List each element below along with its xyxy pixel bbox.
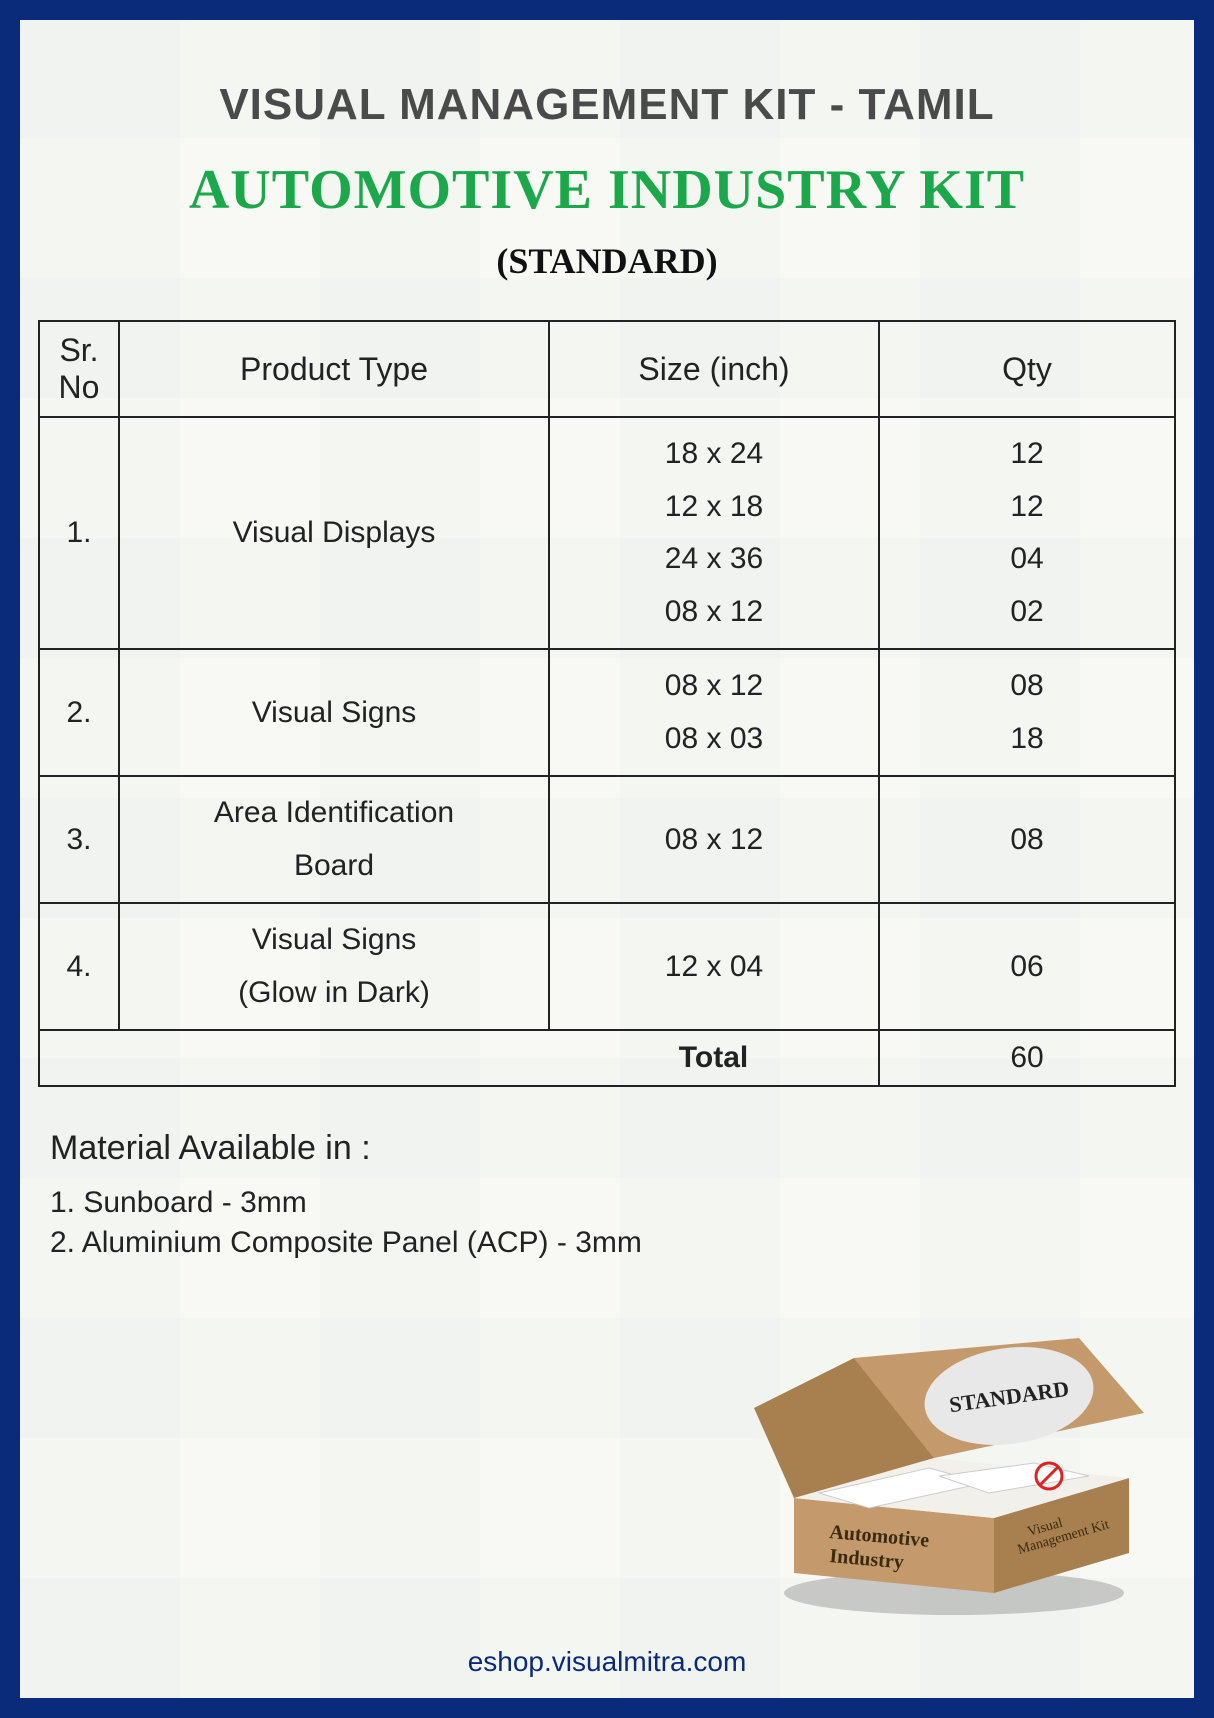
title-line-1: VISUAL MANAGEMENT KIT - TAMIL xyxy=(38,80,1176,130)
cell-type: Area Identification Board xyxy=(119,776,549,903)
table-row: 1. Visual Displays 18 x 24 12 x 18 24 x … xyxy=(39,417,1175,649)
kit-box-svg: STANDARD Automotive Industry Visual Mana… xyxy=(734,1318,1154,1618)
footer-url: eshop.visualmitra.com xyxy=(20,1646,1194,1678)
qty-line: 04 xyxy=(888,533,1166,586)
qty-line: 12 xyxy=(888,428,1166,481)
cell-qty: 06 xyxy=(879,903,1175,1030)
cell-qty: 12 12 04 02 xyxy=(879,417,1175,649)
col-header-qty: Qty xyxy=(879,321,1175,417)
size-line: 08 x 12 xyxy=(558,660,870,713)
qty-line: 18 xyxy=(888,713,1166,766)
materials-item: 2. Aluminium Composite Panel (ACP) - 3mm xyxy=(50,1226,1176,1260)
table-header-row: Sr. No Product Type Size (inch) Qty xyxy=(39,321,1175,417)
qty-line: 12 xyxy=(888,481,1166,534)
cell-size: 12 x 04 xyxy=(549,903,879,1030)
cell-sr: 4. xyxy=(39,903,119,1030)
page-frame: VISUAL MANAGEMENT KIT - TAMIL AUTOMOTIVE… xyxy=(0,0,1214,1718)
kit-table: Sr. No Product Type Size (inch) Qty 1. V… xyxy=(38,320,1176,1087)
cell-size: 08 x 12 xyxy=(549,776,879,903)
total-spacer xyxy=(39,1030,549,1086)
cell-qty: 08 18 xyxy=(879,649,1175,776)
cell-size: 08 x 12 08 x 03 xyxy=(549,649,879,776)
materials-section: Material Available in : 1. Sunboard - 3m… xyxy=(38,1129,1176,1260)
table-total-row: Total 60 xyxy=(39,1030,1175,1086)
qty-line: 08 xyxy=(888,660,1166,713)
col-header-sr: Sr. No xyxy=(39,321,119,417)
size-line: 12 x 18 xyxy=(558,481,870,534)
col-header-size: Size (inch) xyxy=(549,321,879,417)
size-line: 08 x 03 xyxy=(558,713,870,766)
cell-type: Visual Displays xyxy=(119,417,549,649)
total-label: Total xyxy=(549,1030,879,1086)
cell-sr: 1. xyxy=(39,417,119,649)
cell-type: Visual Signs xyxy=(119,649,549,776)
qty-line: 02 xyxy=(888,586,1166,639)
table-row: 4. Visual Signs (Glow in Dark) 12 x 04 0… xyxy=(39,903,1175,1030)
table-row: 2. Visual Signs 08 x 12 08 x 03 08 18 xyxy=(39,649,1175,776)
size-line: 24 x 36 xyxy=(558,533,870,586)
cell-sr: 3. xyxy=(39,776,119,903)
materials-heading: Material Available in : xyxy=(50,1129,1176,1168)
cell-type: Visual Signs (Glow in Dark) xyxy=(119,903,549,1030)
kit-box-illustration: STANDARD Automotive Industry Visual Mana… xyxy=(734,1318,1154,1618)
content: VISUAL MANAGEMENT KIT - TAMIL AUTOMOTIVE… xyxy=(20,20,1194,1260)
cell-qty: 08 xyxy=(879,776,1175,903)
col-header-type: Product Type xyxy=(119,321,549,417)
title-line-3: (STANDARD) xyxy=(38,240,1176,282)
title-line-2: AUTOMOTIVE INDUSTRY KIT xyxy=(38,158,1176,222)
cell-size: 18 x 24 12 x 18 24 x 36 08 x 12 xyxy=(549,417,879,649)
total-value: 60 xyxy=(879,1030,1175,1086)
size-line: 08 x 12 xyxy=(558,586,870,639)
materials-item: 1. Sunboard - 3mm xyxy=(50,1186,1176,1220)
size-line: 18 x 24 xyxy=(558,428,870,481)
table-row: 3. Area Identification Board 08 x 12 08 xyxy=(39,776,1175,903)
cell-sr: 2. xyxy=(39,649,119,776)
